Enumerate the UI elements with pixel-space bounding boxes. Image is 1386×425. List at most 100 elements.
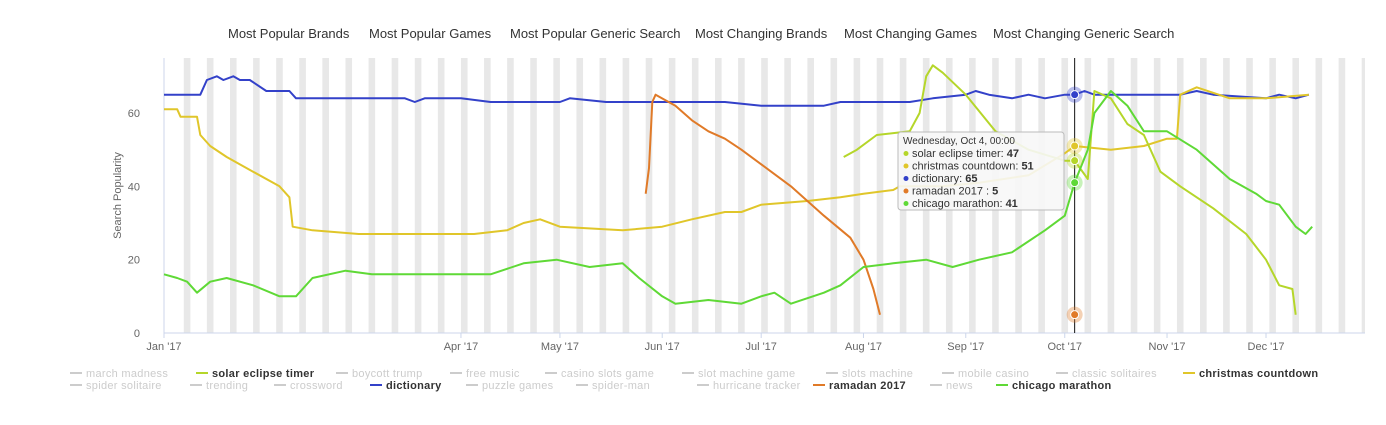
tooltip-series-value: 5	[992, 186, 998, 198]
y-tick-label: 40	[128, 181, 140, 193]
tab-most-popular-generic-search[interactable]: Most Popular Generic Search	[510, 26, 681, 41]
tab-most-changing-brands[interactable]: Most Changing Brands	[695, 26, 828, 41]
weekend-band	[437, 58, 445, 333]
weekend-band	[622, 58, 630, 333]
weekend-band	[1338, 58, 1346, 333]
legend-item[interactable]: free music	[466, 368, 520, 380]
legend-item[interactable]: puzzle games	[482, 380, 554, 392]
x-tick-label: Nov '17	[1149, 341, 1186, 353]
weekend-band	[1292, 58, 1300, 333]
hover-marker	[1070, 178, 1080, 188]
series-line-chicago-marathon[interactable]	[163, 90, 1313, 305]
weekend-band	[507, 58, 514, 333]
weekend-band	[460, 58, 468, 333]
weekend-band	[1246, 58, 1253, 333]
weekend-band	[1269, 58, 1276, 333]
weekend-band	[668, 58, 676, 333]
x-tick-label: May '17	[541, 341, 579, 353]
x-tick-label: Dec '17	[1248, 341, 1285, 353]
legend-item[interactable]: spider solitaire	[86, 380, 162, 392]
legend-item[interactable]: slot machine game	[698, 368, 795, 380]
weekend-band	[645, 58, 653, 333]
weekend-band	[1107, 58, 1115, 333]
weekend-band	[599, 58, 607, 333]
weekend-band	[206, 58, 214, 333]
tooltip-title: Wednesday, Oct 4, 00:00	[903, 136, 1015, 147]
tooltip-series-value: 51	[1021, 161, 1033, 173]
tooltip-dot	[903, 151, 909, 156]
weekend-band	[715, 58, 722, 333]
tab-most-popular-games[interactable]: Most Popular Games	[369, 26, 492, 41]
legend-item[interactable]: march madness	[86, 368, 168, 380]
weekend-band	[1061, 58, 1069, 333]
tooltip-series-value: 47	[1007, 148, 1019, 160]
tooltip-dot	[903, 176, 909, 181]
tooltip-series-name: ramadan 2017 : 5	[912, 186, 998, 198]
legend-item[interactable]: spider-man	[592, 380, 650, 392]
weekend-band	[1223, 58, 1230, 333]
legend-item[interactable]: slots machine	[842, 368, 913, 380]
legend-item[interactable]: boycott trump	[352, 368, 423, 380]
y-tick-label: 0	[134, 328, 140, 340]
tooltip-series-name: chicago marathon: 41	[912, 198, 1018, 210]
tooltip-series-name: solar eclipse timer: 47	[912, 148, 1019, 160]
weekend-band	[322, 58, 329, 333]
weekend-band	[1153, 58, 1161, 333]
legend-item[interactable]: hurricane tracker	[713, 380, 801, 392]
legend-item[interactable]: casino slots game	[561, 368, 654, 380]
weekend-band	[1176, 58, 1184, 333]
weekend-band	[1361, 58, 1365, 333]
x-tick-label: Jun '17	[645, 341, 680, 353]
x-tick-label: Apr '17	[444, 341, 479, 353]
legend-item[interactable]: classic solitaires	[1072, 368, 1157, 380]
tooltip-series-name: dictionary: 65	[912, 173, 977, 185]
tab-most-popular-brands[interactable]: Most Popular Brands	[228, 26, 350, 41]
weekend-band	[830, 58, 838, 333]
weekend-band	[183, 58, 191, 333]
weekend-band	[253, 58, 260, 333]
weekend-band	[229, 58, 237, 333]
hover-marker	[1070, 90, 1080, 100]
hover-marker	[1070, 156, 1080, 166]
weekend-band	[1200, 58, 1207, 333]
weekend-band	[576, 58, 584, 333]
weekend-band	[761, 58, 768, 333]
legend-item[interactable]: christmas countdown	[1199, 368, 1318, 380]
legend-item[interactable]: trending	[206, 380, 248, 392]
tooltip-dot	[903, 163, 909, 169]
weekend-band	[345, 58, 353, 333]
legend-item[interactable]: ramadan 2017	[829, 380, 906, 392]
hover-marker	[1070, 310, 1080, 320]
weekend-band	[276, 58, 283, 333]
hover-marker	[1070, 141, 1080, 151]
weekend-band	[368, 58, 376, 333]
x-tick-label: Sep '17	[947, 341, 984, 353]
y-tick-label: 20	[128, 255, 140, 267]
legend-item[interactable]: solar eclipse timer	[212, 368, 315, 380]
tooltip-box	[897, 131, 1065, 211]
weekend-band	[1084, 58, 1092, 333]
tab-most-changing-games[interactable]: Most Changing Games	[844, 26, 977, 41]
weekend-band	[299, 58, 306, 333]
series-line-solar-eclipse-timer[interactable]	[843, 64, 1297, 315]
tooltip-dot	[903, 201, 909, 206]
series-line-dictionary[interactable]	[164, 75, 1310, 107]
weekend-band	[807, 58, 814, 333]
weekend-band	[414, 58, 422, 333]
weekend-band	[391, 58, 399, 333]
series-line-christmas-countdown[interactable]	[164, 86, 1309, 235]
legend-item[interactable]: crossword	[290, 380, 343, 392]
y-axis-title: Search Popularity	[112, 152, 124, 239]
x-tick-label: Oct '17	[1047, 341, 1082, 353]
legend-item[interactable]: chicago marathon	[1012, 380, 1112, 392]
weekend-band	[530, 58, 537, 333]
legend-item[interactable]: mobile casino	[958, 368, 1029, 380]
x-tick-label: Jan '17	[146, 341, 181, 353]
legend-item[interactable]: dictionary	[386, 380, 442, 392]
x-tick-label: Aug '17	[845, 341, 882, 353]
legend-item[interactable]: news	[946, 380, 973, 392]
series-line-ramadan-2017[interactable]	[644, 93, 881, 315]
weekend-band	[738, 58, 745, 333]
tab-most-changing-generic-search[interactable]: Most Changing Generic Search	[993, 26, 1175, 41]
